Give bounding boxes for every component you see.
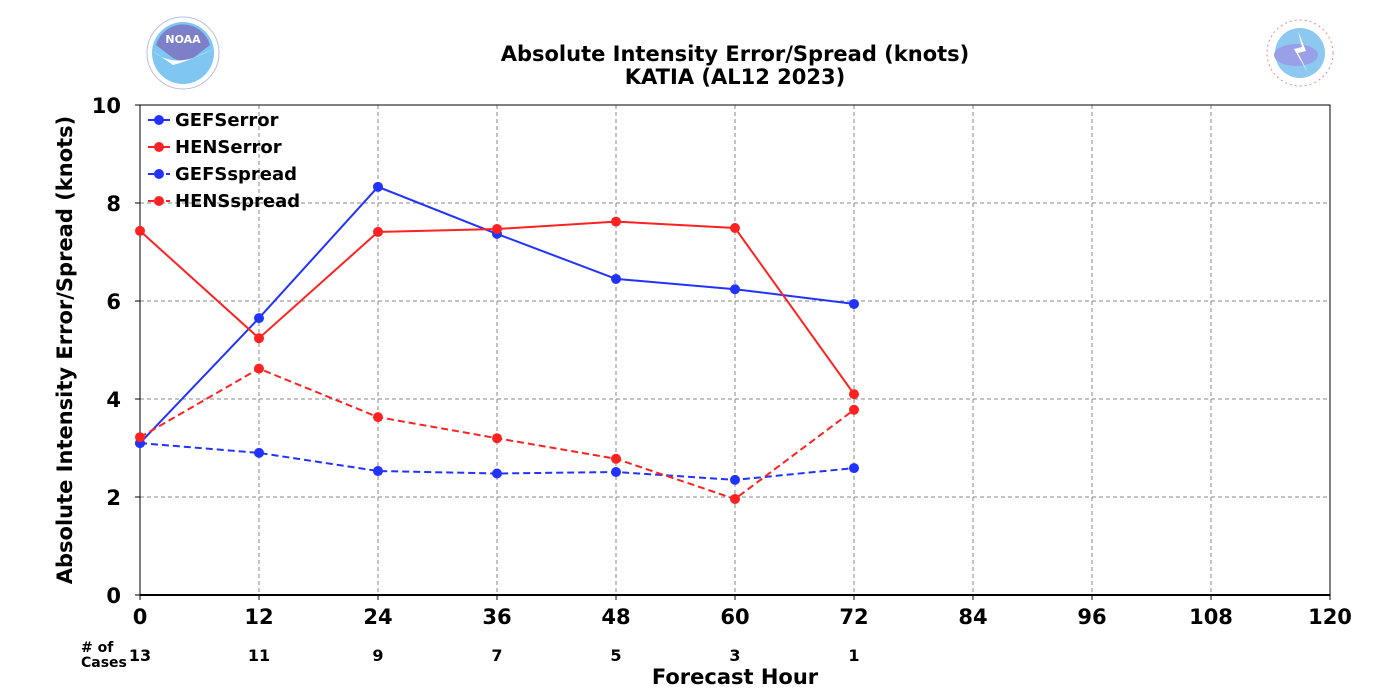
y-tick-label: 0 xyxy=(106,584,121,608)
data-point-GEFSerror xyxy=(849,298,859,309)
data-point-HENSspread xyxy=(492,433,502,444)
x-tick-label: 12 xyxy=(244,605,273,629)
x-tick-label: 120 xyxy=(1308,605,1352,629)
x-tick-labels: 0 12 24 36 48 60 72 84 96 108 120 xyxy=(133,595,1352,629)
data-point-HENSspread xyxy=(254,363,264,374)
data-point-GEFSspread xyxy=(730,474,740,485)
data-point-HENSerror xyxy=(492,223,502,234)
data-point-HENSerror xyxy=(730,222,740,233)
legend-marker-GEFSerror xyxy=(154,115,164,125)
series-GEFSspread xyxy=(135,438,859,485)
series-HENSspread xyxy=(135,363,859,504)
data-point-GEFSerror xyxy=(373,181,383,192)
data-point-HENSerror xyxy=(373,226,383,237)
case-count: 3 xyxy=(729,646,740,665)
data-point-HENSspread xyxy=(730,493,740,504)
series-HENSerror xyxy=(135,216,859,400)
x-axis-label: Forecast Hour xyxy=(652,665,819,689)
cases-header: # of xyxy=(81,640,114,656)
x-tick-label: 24 xyxy=(363,605,392,629)
x-tick-label: 72 xyxy=(839,605,868,629)
noaa-logo: NOAA xyxy=(146,16,220,90)
x-tick-label: 84 xyxy=(958,605,987,629)
series-layer xyxy=(135,181,859,504)
y-tick-label: 4 xyxy=(106,388,121,412)
grid xyxy=(140,105,1330,595)
noaa-logo-text: NOAA xyxy=(165,33,201,46)
y-tick-label: 6 xyxy=(106,290,121,314)
data-point-GEFSspread xyxy=(611,467,621,478)
case-count: 1 xyxy=(848,646,859,665)
data-point-HENSspread xyxy=(611,453,621,464)
data-point-GEFSspread xyxy=(373,466,383,477)
data-point-GEFSerror xyxy=(730,284,740,295)
legend-marker-GEFSspread xyxy=(154,169,164,179)
y-tick-labels: 0 2 4 6 8 10 xyxy=(92,94,140,608)
nws-logo xyxy=(1264,17,1336,89)
x-tick-label: 60 xyxy=(720,605,749,629)
data-point-HENSspread xyxy=(135,432,145,443)
case-count: 5 xyxy=(610,646,621,665)
case-count: 11 xyxy=(248,646,270,665)
y-tick-label: 10 xyxy=(92,94,121,118)
x-tick-label: 0 xyxy=(133,605,148,629)
x-tick-label: 96 xyxy=(1077,605,1106,629)
data-point-GEFSerror xyxy=(254,313,264,324)
case-count: 7 xyxy=(491,646,502,665)
x-tick-label: 48 xyxy=(601,605,630,629)
data-point-GEFSspread xyxy=(849,463,859,474)
data-point-HENSerror xyxy=(254,333,264,344)
data-point-GEFSspread xyxy=(254,447,264,458)
legend-label-GEFSspread: GEFSspread xyxy=(175,164,297,185)
data-point-HENSspread xyxy=(849,404,859,415)
data-point-HENSerror xyxy=(849,389,859,400)
data-point-HENSspread xyxy=(373,412,383,423)
case-count: 9 xyxy=(372,646,383,665)
chart-title: Absolute Intensity Error/Spread (knots) xyxy=(501,42,970,66)
cases-header: Cases xyxy=(81,655,127,671)
data-point-GEFSerror xyxy=(611,273,621,284)
y-tick-label: 2 xyxy=(106,486,121,510)
x-tick-label: 36 xyxy=(482,605,511,629)
chart-subtitle: KATIA (AL12 2023) xyxy=(625,65,845,89)
data-point-HENSerror xyxy=(611,216,621,227)
legend-label-HENSerror: HENSerror xyxy=(175,137,282,158)
legend-marker-HENSspread xyxy=(154,196,164,206)
y-axis-label: Absolute Intensity Error/Spread (knots) xyxy=(53,116,77,585)
legend-label-HENSspread: HENSspread xyxy=(175,191,300,212)
data-point-HENSerror xyxy=(135,225,145,236)
legend-label-GEFSerror: GEFSerror xyxy=(175,110,279,131)
case-count: 13 xyxy=(129,646,151,665)
legend-marker-HENSerror xyxy=(154,142,164,152)
legend: GEFSerror HENSerror GEFSspread HENSspread xyxy=(148,110,300,212)
y-tick-label: 8 xyxy=(106,192,121,216)
data-point-GEFSspread xyxy=(492,468,502,479)
x-tick-label: 108 xyxy=(1189,605,1233,629)
